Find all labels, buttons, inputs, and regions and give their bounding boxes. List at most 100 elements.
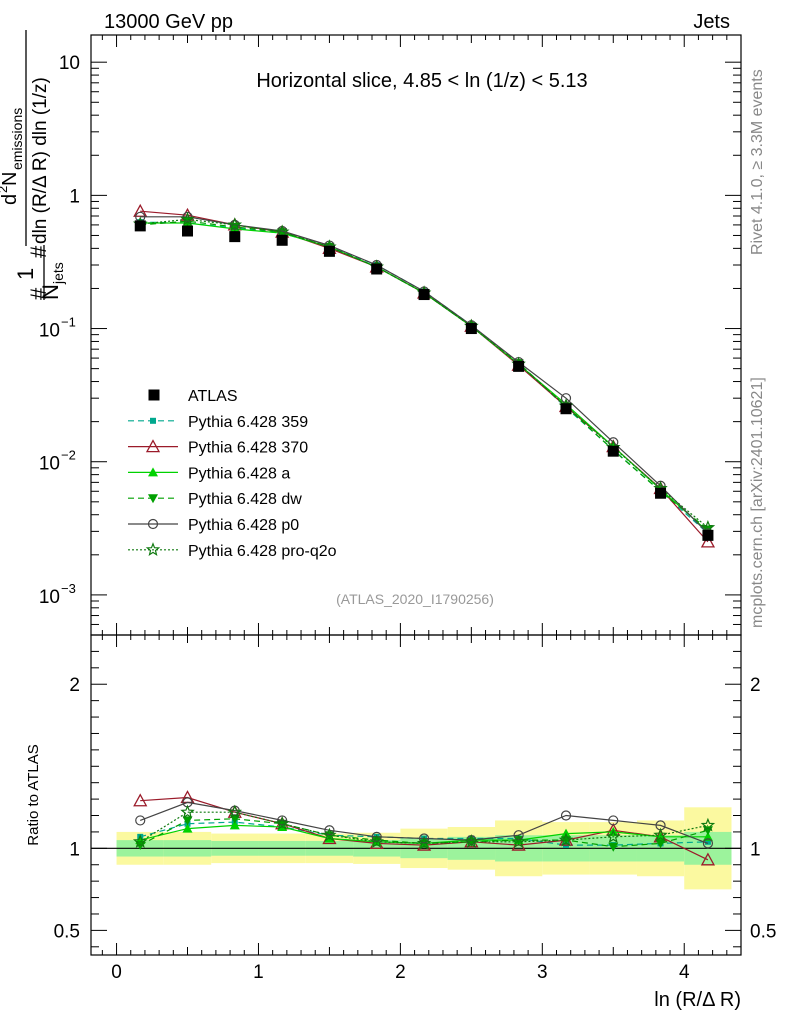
y-label-hash-1: # [26,287,51,300]
ratio-point-series-5 [558,832,574,847]
legend-label-series-3: Pythia 6.428 dw [188,491,302,508]
y-tick-label-base: 10 [39,587,60,608]
ratio-point-series-3 [513,836,524,846]
ratio-point-series-1 [133,793,148,807]
ratio-y-tick-label: 1 [69,839,80,860]
ratio-y-tick-label: 0.5 [54,921,80,942]
atlas-point [276,234,288,246]
atlas-point [607,445,619,457]
header-process-label: Jets [693,11,730,33]
atlas-point [513,360,525,372]
legend: ATLAS Pythia 6.428 359 Pythia 6.428 370 Pyt… [128,388,337,560]
ratio-point-series-4 [513,830,524,841]
main-line-series-0 [140,221,709,534]
ratio-point-series-5 [180,804,195,819]
legend-label-series-4: Pythia 6.428 p0 [188,517,299,534]
y-label-njets-sub: jets [50,262,66,285]
x-tick-label: 1 [253,962,264,983]
ratio-point-series-4 [560,810,572,821]
ratio-point-series-2 [182,823,193,833]
ratio-y-tick-label-right: 1 [750,839,761,860]
main-point-series-1 [700,534,716,548]
y-tick-label-base: 10 [39,321,60,342]
header-energy-label: 13000 GeV pp [104,11,233,33]
main-line-series-3 [140,220,709,530]
ratio-point-series-5 [369,834,384,848]
chart-title: Horizontal slice, 4.85 < ln (1/z) < 5.13 [256,70,587,92]
ratio-point-series-5 [606,829,621,844]
y-label-num-d: d [0,194,21,205]
atlas-data-points [134,220,714,541]
legend-label-atlas: ATLAS [188,388,238,405]
ratio-point-series-2 [702,831,713,841]
y-tick-label-exp: −2 [61,448,76,463]
main-line-series-4 [140,216,709,534]
ratio-y-tick-label-right: 2 [750,675,761,696]
ratio-point-series-3 [608,842,619,852]
ratio-point-series-5 [274,816,290,830]
atlas-point [182,225,194,237]
legend-marker-atlas [148,389,160,401]
ratio-y-axis-label: Ratio to ATLAS [25,744,42,845]
ratio-point-series-4 [277,815,288,826]
ratio-line-series-5 [139,811,709,845]
x-tick-label: 2 [395,962,406,983]
y-label-num-sup: 2 [0,186,10,193]
main-point-series-4 [560,393,572,404]
atlas-point [702,529,714,541]
legend-marker-series-0 [150,417,156,424]
y-tick-label: 10 −1 [39,315,76,342]
y-label-num-sub: emissions [9,108,25,170]
ratio-point-series-2 [655,831,666,841]
ratio-y-tick-label-right: 0.5 [750,921,776,942]
legend-label-series-2: Pythia 6.428 a [188,465,290,482]
legend-label-series-1: Pythia 6.428 370 [188,440,308,457]
y-tick-label-exp: −3 [61,581,76,596]
x-tick-label: 3 [537,962,548,983]
ratio-point-series-1 [700,852,716,866]
ratio-point-series-5 [653,827,668,842]
ratio-point-series-4 [702,838,714,849]
legend-marker-series-5 [145,542,161,557]
ratio-point-series-3 [371,836,382,846]
ratio-point-series-5 [464,834,479,848]
atlas-point [371,263,383,275]
ratio-plot-frame [90,634,742,956]
atlas-point [418,289,430,301]
main-point-series-5 [227,217,243,232]
ratio-series-layer [132,790,716,866]
y-label-njets: N [38,284,63,300]
y-tick-label-exp: −1 [61,315,76,330]
ratio-point-series-4 [418,833,430,844]
main-point-series-5 [274,224,290,239]
ratio-point-series-2 [229,820,240,830]
y-tick-label: 10 −2 [39,448,76,475]
side-label-rivet: Rivet 4.1.0, ≥ 3.3M events [749,69,766,255]
atlas-point [134,220,146,232]
legend-marker-series-1 [145,439,161,453]
y-label-denominator: dln (R/Δ R) dln (1/z) [30,77,51,244]
main-y-axis-label: # 1 N jets # d 2 N emissions dln (R/Δ R)… [0,30,66,300]
x-tick-label: 0 [111,962,122,983]
analysis-id-label: (ATLAS_2020_I1790256) [336,591,494,607]
y-label-num-n: N [0,172,21,186]
legend-marker-series-4 [147,518,159,530]
ratio-point-series-0 [704,838,711,845]
legend-label-series-5: Pythia 6.428 pro-q2o [188,543,337,560]
ratio-point-series-5 [322,827,337,842]
x-tick-label: 4 [679,962,690,983]
ratio-point-series-3 [182,816,193,826]
atlas-point [465,323,477,335]
atlas-point [323,245,335,257]
ratio-point-series-5 [132,834,148,848]
ratio-point-series-4 [608,815,619,826]
atlas-point [229,231,241,243]
side-label-mcplots: mcplots.cern.ch [arXiv:2401.10621] [749,377,766,628]
ratio-point-series-3 [655,839,666,849]
y-label-hash-2: # [26,245,51,258]
y-tick-label: 1 [69,186,80,207]
atlas-point [655,487,667,499]
ratio-point-series-5 [416,835,432,850]
